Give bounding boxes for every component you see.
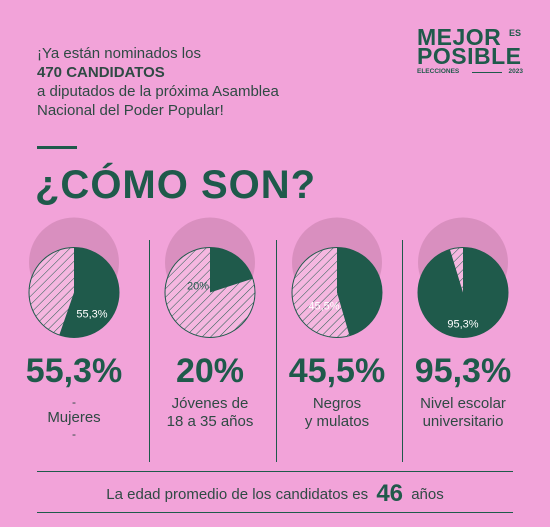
pie-label: 45,5%	[308, 301, 339, 313]
pie-chart: 45,5%	[291, 217, 383, 338]
stat-label-line: 18 a 35 años	[166, 413, 254, 430]
stat-label: Jóvenes de 18 a 35 años	[150, 395, 270, 431]
logo-elections: ELECCIONES	[417, 68, 460, 75]
stat-label-line: Nivel escolar	[420, 395, 506, 412]
pie-label: 20%	[187, 281, 209, 293]
pie-slice	[210, 247, 253, 293]
intro-line-3: a diputados de la próxima Asamblea	[37, 83, 279, 100]
stat-value: 20%	[175, 352, 245, 390]
column-divider	[149, 240, 150, 462]
intro-text: ¡Ya están nominados los 470 CANDIDATOS a…	[37, 44, 327, 120]
stat-label: - Mujeres -	[14, 395, 134, 441]
stat-label: Negros y mulatos	[277, 395, 397, 431]
pie-label: 95,3%	[447, 319, 478, 331]
pie-chart: 20%	[164, 217, 256, 338]
logo-bar	[472, 72, 502, 73]
logo-es: ES	[509, 28, 522, 38]
stat-value: 45,5%	[288, 352, 386, 390]
pie-chart: 55,3%	[28, 217, 120, 338]
pie-chart: 95,3%	[417, 217, 509, 338]
logo: MEJOR ES POSIBLE ELECCIONES 2023	[417, 24, 523, 84]
stat-women: 55,3% 55,3% - Mujeres -	[14, 216, 134, 441]
stat-value: 55,3%	[25, 352, 123, 390]
footer-rule-top	[37, 471, 513, 472]
footer-unit: años	[411, 486, 444, 503]
stat-label-line: Mujeres	[47, 409, 101, 426]
column-divider	[276, 240, 277, 462]
footer-average-age: La edad promedio de los candidatos es 46…	[37, 480, 513, 508]
pie-label: 55,3%	[76, 309, 107, 321]
intro-line-2: 470 CANDIDATOS	[37, 63, 327, 82]
logo-line-2: POSIBLE	[417, 43, 522, 69]
pie-slice	[59, 247, 119, 338]
intro-line-4: Nacional del Poder Popular!	[37, 102, 224, 119]
pie-slice	[418, 247, 508, 338]
stat-label-line: universitario	[422, 413, 504, 430]
stat-university: 95,3% 95,3% Nivel escolar universitario	[403, 216, 523, 431]
stat-label-line: Jóvenes de	[171, 395, 249, 412]
pie-slice	[337, 247, 383, 336]
footer-rule-bottom	[37, 512, 513, 513]
stat-black-mulatto: 45,5% 45,5% Negros y mulatos	[277, 216, 397, 431]
stat-youth: 20% 20% Jóvenes de 18 a 35 años	[150, 216, 270, 431]
intro-line-1: ¡Ya están nominados los	[37, 45, 201, 62]
stat-value: 95,3%	[414, 352, 512, 390]
average-age-value: 46	[376, 480, 404, 507]
stat-label-line: Negros	[312, 395, 362, 412]
page-title: ¿CÓMO SON?	[35, 163, 317, 207]
logo-line-3: ELECCIONES 2023	[417, 68, 523, 75]
logo-line-1: MEJOR	[417, 24, 502, 50]
candidates-count: 470 CANDIDATOS	[37, 64, 165, 81]
footer-text: La edad promedio de los candidatos es	[106, 486, 369, 503]
stat-label-line: y mulatos	[304, 413, 370, 430]
logo-year: 2023	[508, 68, 523, 75]
stat-label: Nivel escolar universitario	[403, 395, 523, 431]
column-divider	[402, 240, 403, 462]
short-divider	[37, 146, 77, 149]
stat-label-line: -	[72, 395, 76, 409]
stat-label-line: -	[72, 427, 76, 441]
